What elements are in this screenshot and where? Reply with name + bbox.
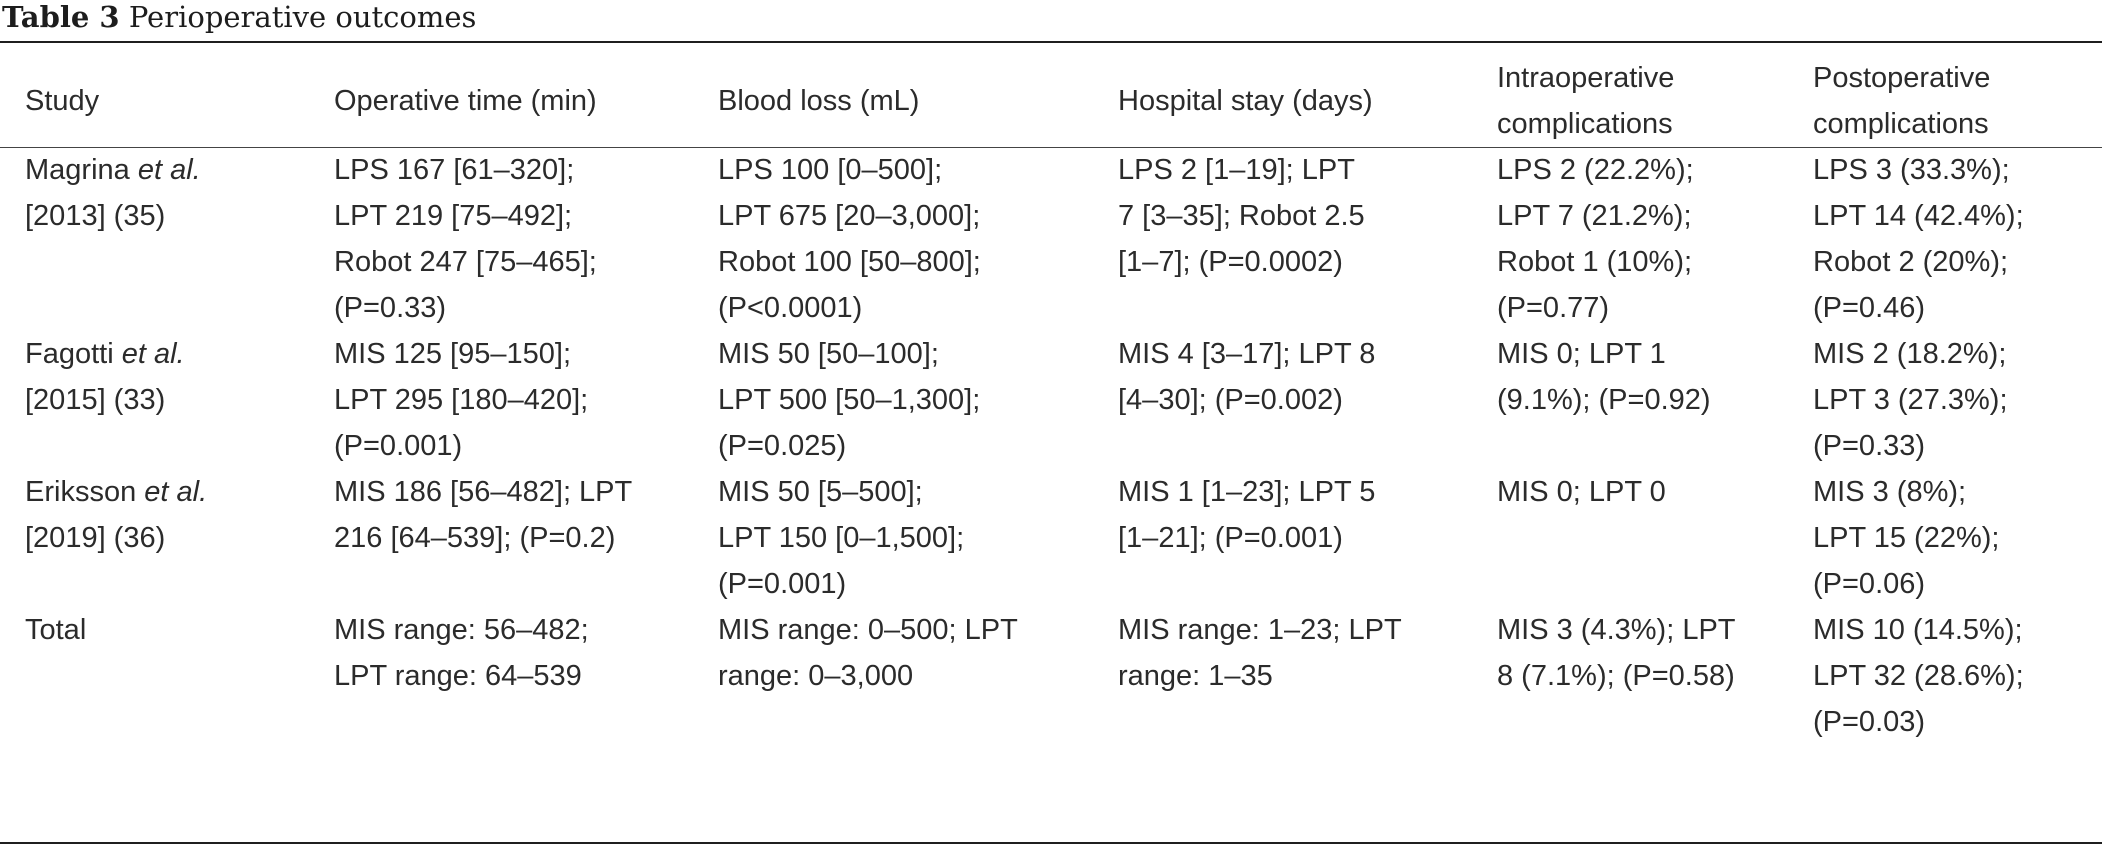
cell-postoperative-complications: MIS 3 (8%); LPT 15 (22%); (P=0.06) (1813, 476, 2000, 600)
header-intraoperative-complications: Intraoperative complications (1497, 62, 1675, 140)
header-hospital-stay: Hospital stay (days) (1118, 85, 1373, 117)
header-operative-time: Operative time (min) (334, 85, 597, 117)
perioperative-outcomes-table: Study Operative time (min) Blood loss (m… (0, 43, 2102, 745)
cell-operative-time: MIS 186 [56–482]; LPT 216 [64–539]; (P=0… (334, 476, 633, 554)
cell-intraoperative-complications: MIS 0; LPT 0 (1497, 476, 1666, 508)
cell-blood-loss: MIS 50 [50–100]; LPT 500 [50–1,300]; (P=… (718, 338, 981, 462)
cell-hospital-stay: MIS 1 [1–23]; LPT 5 [1–21]; (P=0.001) (1118, 476, 1376, 554)
cell-postoperative-complications: LPS 3 (33.3%); LPT 14 (42.4%); Robot 2 (… (1813, 154, 2024, 324)
table-caption-title: Perioperative outcomes (128, 0, 477, 34)
table-header-rule (0, 147, 2102, 148)
table-row: Fagotti et al. [2015] (33) MIS 125 [95–1… (0, 331, 2102, 469)
table-header-row: Study Operative time (min) Blood loss (m… (0, 43, 2102, 147)
cell-study: Total (25, 614, 87, 646)
cell-postoperative-complications: MIS 2 (18.2%); LPT 3 (27.3%); (P=0.33) (1813, 338, 2008, 462)
cell-postoperative-complications: MIS 10 (14.5%); LPT 32 (28.6%); (P=0.03) (1813, 614, 2024, 738)
cell-study: Eriksson et al. [2019] (36) (25, 476, 208, 554)
cell-operative-time: LPS 167 [61–320]; LPT 219 [75–492]; Robo… (334, 154, 597, 324)
cell-intraoperative-complications: MIS 3 (4.3%); LPT 8 (7.1%); (P=0.58) (1497, 614, 1736, 692)
table-row-total: Total MIS range: 56–482; LPT range: 64–5… (0, 607, 2102, 745)
cell-intraoperative-complications: LPS 2 (22.2%); LPT 7 (21.2%); Robot 1 (1… (1497, 154, 1694, 324)
cell-blood-loss: MIS 50 [5–500]; LPT 150 [0–1,500]; (P=0.… (718, 476, 965, 600)
cell-study: Magrina et al. [2013] (35) (25, 154, 201, 232)
table-bottom-rule (0, 842, 2102, 844)
cell-intraoperative-complications: MIS 0; LPT 1 (9.1%); (P=0.92) (1497, 338, 1711, 416)
header-study: Study (25, 85, 100, 117)
cell-hospital-stay: MIS range: 1–23; LPT range: 1–35 (1118, 614, 1402, 692)
cell-blood-loss: MIS range: 0–500; LPT range: 0–3,000 (718, 614, 1018, 692)
table-row: Magrina et al. [2013] (35) LPS 167 [61–3… (0, 147, 2102, 331)
cell-operative-time: MIS range: 56–482; LPT range: 64–539 (334, 614, 589, 692)
cell-hospital-stay: LPS 2 [1–19]; LPT 7 [3–35]; Robot 2.5 [1… (1118, 154, 1365, 278)
cell-study: Fagotti et al. [2015] (33) (25, 338, 185, 416)
table-top-rule (0, 41, 2102, 43)
cell-hospital-stay: MIS 4 [3–17]; LPT 8 [4–30]; (P=0.002) (1118, 338, 1376, 416)
table-row: Eriksson et al. [2019] (36) MIS 186 [56–… (0, 469, 2102, 607)
table-caption: Table 3 Perioperative outcomes (2, 0, 476, 34)
header-postoperative-complications: Postoperative complications (1813, 62, 1991, 140)
table-caption-label: Table 3 (2, 0, 120, 34)
cell-operative-time: MIS 125 [95–150]; LPT 295 [180–420]; (P=… (334, 338, 589, 462)
cell-blood-loss: LPS 100 [0–500]; LPT 675 [20–3,000]; Rob… (718, 154, 981, 324)
header-blood-loss: Blood loss (mL) (718, 85, 920, 117)
